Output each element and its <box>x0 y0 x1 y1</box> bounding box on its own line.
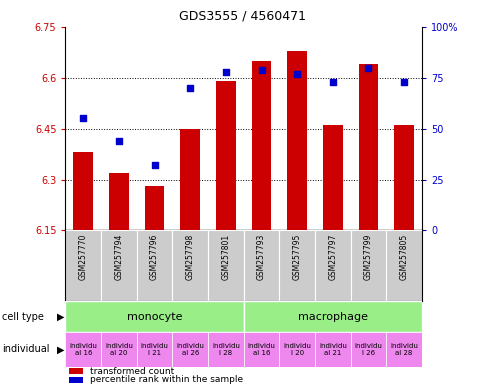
Bar <box>314 230 350 301</box>
Point <box>151 162 158 168</box>
Point <box>79 115 87 121</box>
Bar <box>172 332 208 367</box>
Text: individu
al 20: individu al 20 <box>105 343 133 356</box>
Point <box>222 69 229 75</box>
Text: GDS3555 / 4560471: GDS3555 / 4560471 <box>179 10 305 23</box>
Point <box>293 71 301 77</box>
Text: individu
l 28: individu l 28 <box>212 343 239 356</box>
Bar <box>243 332 279 367</box>
Bar <box>65 332 101 367</box>
Bar <box>279 332 314 367</box>
Bar <box>65 230 101 301</box>
Bar <box>251 61 271 230</box>
Text: individu
al 26: individu al 26 <box>176 343 204 356</box>
Bar <box>136 230 172 301</box>
Bar <box>74 152 93 230</box>
Point <box>257 66 265 73</box>
Bar <box>314 332 350 367</box>
Point <box>364 65 372 71</box>
Text: transformed count: transformed count <box>90 367 174 376</box>
Bar <box>287 51 306 230</box>
Bar <box>279 230 314 301</box>
Bar <box>385 332 421 367</box>
Text: GSM257770: GSM257770 <box>78 234 88 280</box>
Bar <box>101 230 136 301</box>
Text: GSM257799: GSM257799 <box>363 234 372 280</box>
Bar <box>69 377 83 382</box>
Point <box>186 85 194 91</box>
Text: individu
l 20: individu l 20 <box>283 343 310 356</box>
Text: GSM257805: GSM257805 <box>399 234 408 280</box>
Text: cell type: cell type <box>2 312 44 322</box>
Text: individu
l 21: individu l 21 <box>140 343 168 356</box>
Point <box>399 79 407 85</box>
Bar <box>243 230 279 301</box>
Bar <box>65 301 243 332</box>
Text: monocyte: monocyte <box>127 312 182 322</box>
Bar <box>350 332 385 367</box>
Text: individu
al 21: individu al 21 <box>318 343 346 356</box>
Text: individu
al 28: individu al 28 <box>390 343 417 356</box>
Text: GSM257801: GSM257801 <box>221 234 230 280</box>
Bar <box>385 230 421 301</box>
Text: individu
al 16: individu al 16 <box>69 343 97 356</box>
Bar <box>145 186 164 230</box>
Text: GSM257793: GSM257793 <box>257 234 266 280</box>
Bar <box>393 125 413 230</box>
Bar <box>109 173 128 230</box>
Bar <box>216 81 235 230</box>
Text: GSM257796: GSM257796 <box>150 234 159 280</box>
Bar <box>136 332 172 367</box>
Text: GSM257797: GSM257797 <box>328 234 337 280</box>
Text: individual: individual <box>2 344 50 354</box>
Bar <box>208 332 243 367</box>
Bar <box>69 369 83 374</box>
Point <box>115 138 122 144</box>
Text: macrophage: macrophage <box>297 312 367 322</box>
Bar <box>208 230 243 301</box>
Bar <box>322 125 342 230</box>
Bar <box>350 230 385 301</box>
Bar <box>101 332 136 367</box>
Point <box>328 79 336 85</box>
Text: ▶: ▶ <box>57 312 64 322</box>
Text: percentile rank within the sample: percentile rank within the sample <box>90 375 243 384</box>
Text: ▶: ▶ <box>57 344 64 354</box>
Text: GSM257795: GSM257795 <box>292 234 301 280</box>
Text: GSM257794: GSM257794 <box>114 234 123 280</box>
Bar <box>358 64 378 230</box>
Bar <box>172 230 208 301</box>
Text: individu
al 16: individu al 16 <box>247 343 275 356</box>
Bar <box>180 129 199 230</box>
Text: GSM257798: GSM257798 <box>185 234 195 280</box>
Text: individu
l 26: individu l 26 <box>354 343 381 356</box>
Bar <box>243 301 421 332</box>
